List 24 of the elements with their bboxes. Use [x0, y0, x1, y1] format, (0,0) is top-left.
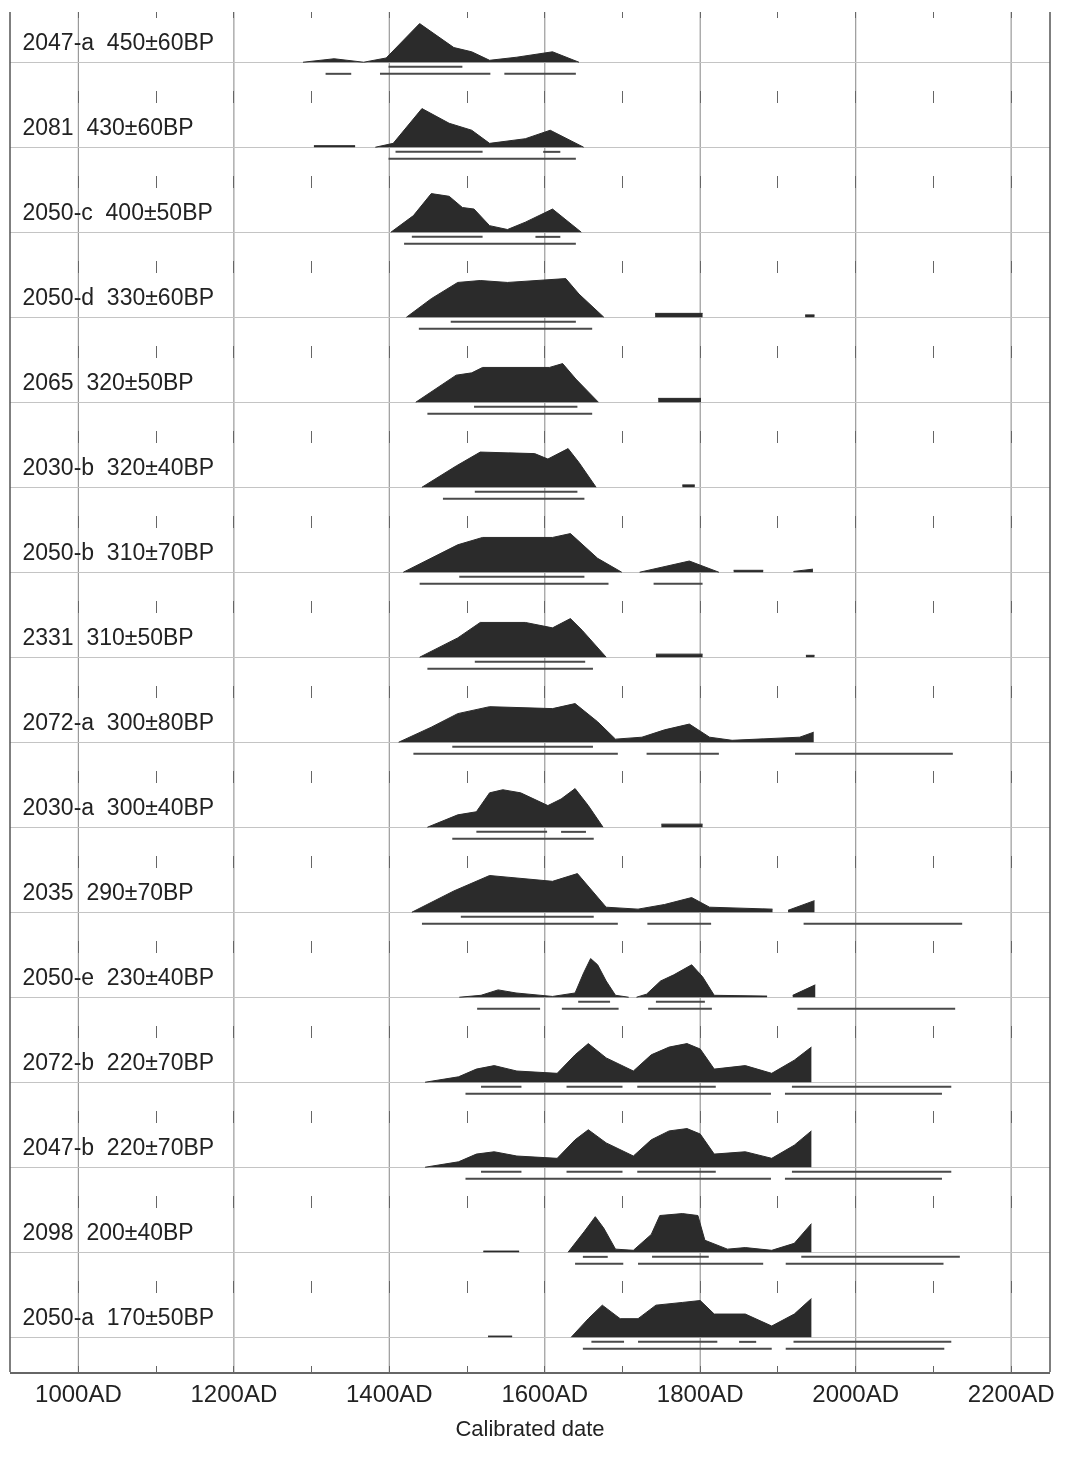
chart-title: 2331 310±50BP [22, 624, 194, 651]
chart-title: 2050-b 310±70BP [22, 539, 215, 566]
chart-title: 2072-b 220±70BP [22, 1049, 215, 1076]
chart-title: 2035 290±70BP [22, 879, 194, 906]
x-tick-label: 1000AD [35, 1380, 122, 1408]
chart-title: 2072-a 300±80BP [22, 709, 215, 736]
x-tick-label: 1400AD [345, 1380, 433, 1408]
x-tick-label: 1200AD [190, 1380, 278, 1408]
chart-title: 2081 430±60BP [22, 114, 194, 141]
chart-title: 2050-c 400±50BP [22, 199, 213, 226]
x-tick-label: 1800AD [656, 1380, 744, 1408]
chart-title: 2047-b 220±70BP [22, 1134, 215, 1161]
chart-title: 2030-b 320±40BP [22, 454, 215, 481]
chart-title: 2050-e 230±40BP [22, 964, 215, 991]
chart-title: 2065 320±50BP [22, 369, 194, 396]
chart-title: 2030-a 300±40BP [22, 794, 215, 821]
chart-title: 2047-a 450±60BP [22, 29, 215, 56]
x-axis-title: Calibrated date [455, 1415, 605, 1441]
x-tick-label: 2000AD [812, 1380, 900, 1408]
x-tick-label: 1600AD [501, 1380, 589, 1408]
chart-title: 2098 200±40BP [22, 1219, 194, 1246]
chart-title: 2050-d 330±60BP [22, 284, 215, 311]
chart-title: 2050-a 170±50BP [22, 1304, 215, 1331]
x-tick-label: 2200AD [967, 1380, 1055, 1408]
